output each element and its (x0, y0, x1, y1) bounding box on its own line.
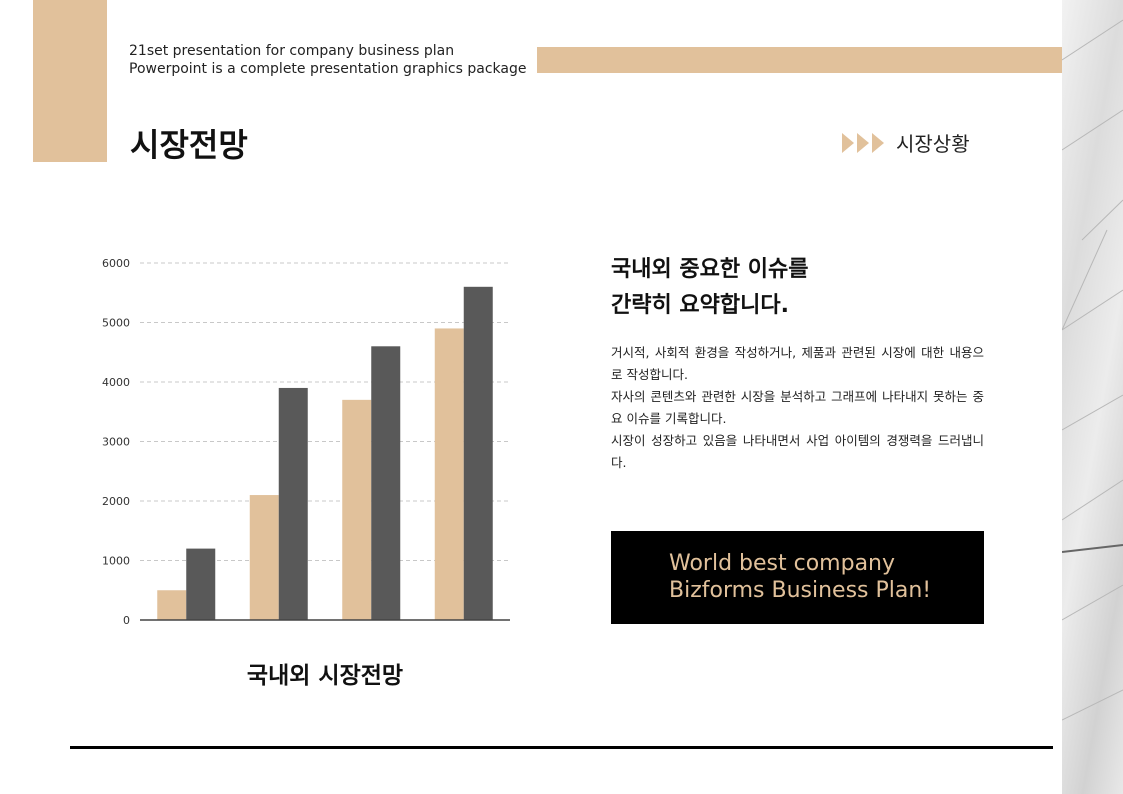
y-tick-label: 0 (123, 614, 130, 627)
body-paragraph-1: 거시적, 사회적 환경을 작성하거나, 제품과 관련된 시장에 대한 내용으로 … (611, 345, 984, 382)
accent-block (33, 0, 107, 162)
bar-series-1-4 (434, 328, 464, 620)
header-bar (537, 47, 1123, 73)
y-tick-label: 4000 (102, 376, 130, 389)
bar-series-2-4 (463, 286, 493, 620)
bar-series-2-2 (278, 387, 308, 620)
bar-series-1-3 (342, 399, 372, 620)
headline-line-2: 간략히 요약합니다. (611, 293, 789, 318)
promo-line-2: Bizforms Business Plan! (669, 578, 932, 603)
subtitle-line-2: Powerpoint is a complete presentation gr… (129, 61, 527, 77)
y-tick-label: 2000 (102, 495, 130, 508)
y-tick-label: 6000 (102, 257, 130, 270)
bar-series-1-1 (157, 590, 187, 620)
page-title: 시장전망 (130, 126, 248, 164)
bar-series-2-1 (186, 548, 216, 620)
section-tag: 시장상황 (842, 128, 970, 157)
promo-line-1: World best company (669, 551, 896, 576)
chart-y-ticks: 0 1000 2000 3000 4000 5000 6000 (102, 257, 130, 627)
chart-title: 국내외 시장전망 (246, 663, 404, 689)
triangle-right-icon (857, 132, 869, 153)
promo-box: World best company Bizforms Business Pla… (611, 531, 984, 624)
bar-series-2-3 (371, 346, 401, 620)
subtitle-line-1: 21set presentation for company business … (129, 43, 455, 59)
triangle-right-icon (842, 132, 854, 153)
body-paragraph-3: 시장이 성장하고 있음을 나타내면서 사업 아이템의 경쟁력을 드러냅니다. (611, 433, 984, 470)
headline-line-1: 국내외 중요한 이슈를 (611, 257, 809, 282)
section-label: 시장상황 (896, 132, 970, 156)
bar-chart: 0 1000 2000 3000 4000 5000 6000 (102, 257, 510, 627)
content-headline: 국내외 중요한 이슈를 간략히 요약합니다. (611, 252, 991, 324)
footer-rule (70, 746, 1053, 749)
side-photo (1062, 0, 1123, 794)
bar-series-1-2 (249, 495, 279, 620)
chart-bars (157, 286, 493, 620)
y-tick-label: 1000 (102, 555, 130, 568)
y-tick-label: 3000 (102, 436, 130, 449)
content-body: 거시적, 사회적 환경을 작성하거나, 제품과 관련된 시장에 대한 내용으로 … (611, 342, 984, 474)
presentation-subtitle: 21set presentation for company business … (129, 42, 526, 78)
y-tick-label: 5000 (102, 317, 130, 330)
triangle-right-icon (842, 132, 884, 153)
body-paragraph-2: 자사의 콘텐츠와 관련한 시장을 분석하고 그래프에 나타내지 못하는 중요 이… (611, 389, 984, 426)
triangle-right-icon (872, 132, 884, 153)
